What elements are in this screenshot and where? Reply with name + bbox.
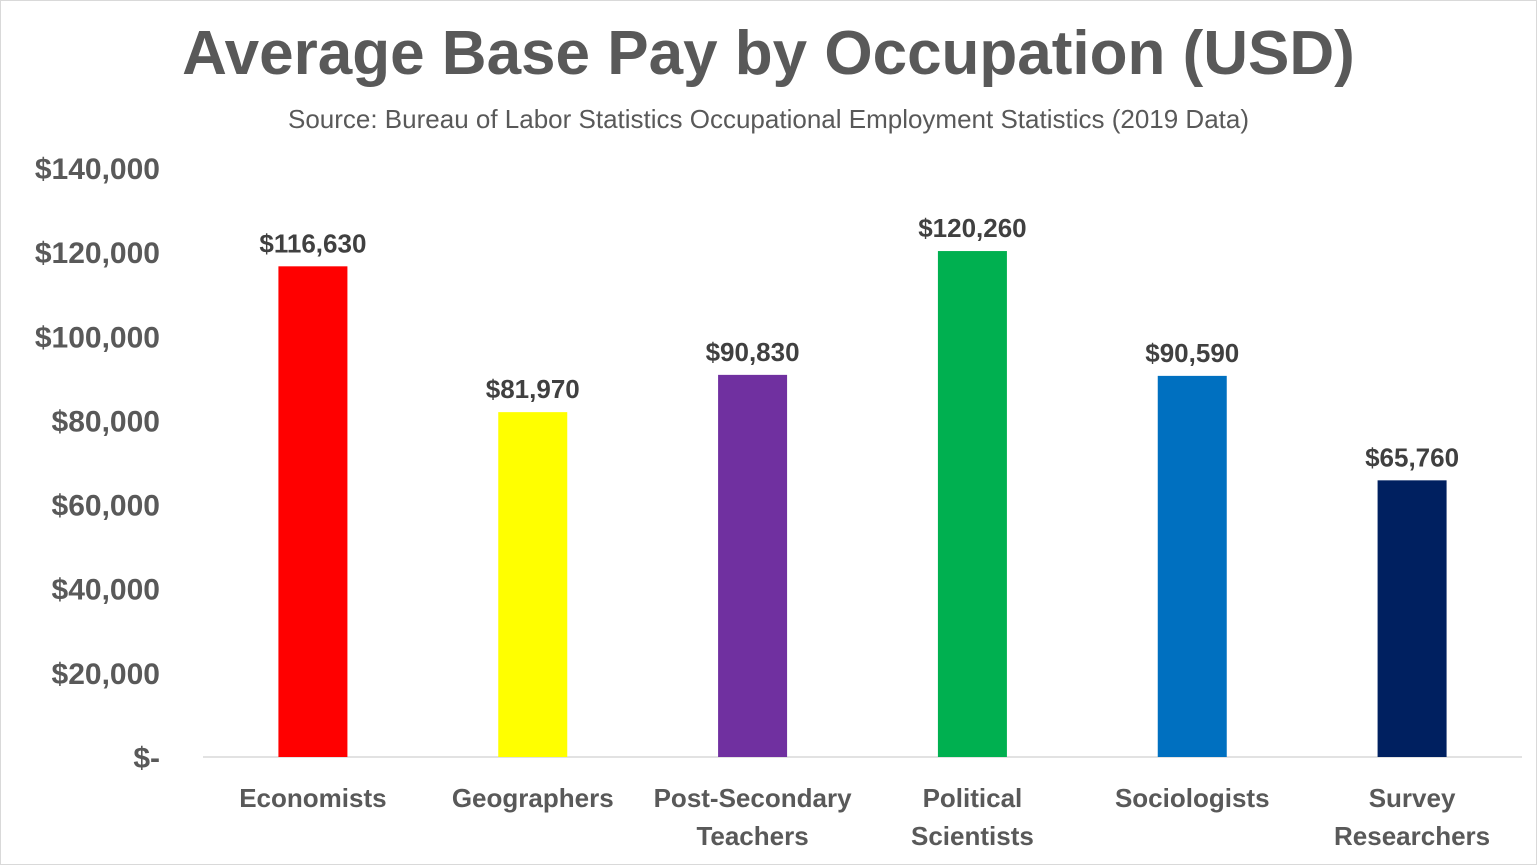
data-label: $81,970 — [486, 374, 580, 404]
bar — [278, 266, 348, 757]
y-tick-label: $40,000 — [52, 574, 160, 607]
data-label: $90,590 — [1145, 338, 1239, 368]
x-category-label: Post-Secondary — [654, 783, 852, 813]
bar — [718, 374, 788, 757]
data-label: $65,760 — [1365, 442, 1459, 472]
bars — [278, 251, 1447, 757]
x-category-label: Researchers — [1334, 821, 1490, 851]
data-label: $120,260 — [918, 213, 1026, 243]
y-tick-label: $- — [133, 742, 160, 775]
y-tick-label: $20,000 — [52, 658, 160, 691]
x-category-label: Scientists — [911, 821, 1034, 851]
bar — [1377, 480, 1447, 757]
x-category-label: Geographers — [452, 783, 614, 813]
x-category-label: Political — [923, 783, 1023, 813]
data-label: $90,830 — [706, 337, 800, 367]
x-category-label: Sociologists — [1115, 783, 1270, 813]
chart-title: Average Base Pay by Occupation (USD) — [182, 19, 1355, 88]
x-category-label: Survey — [1369, 783, 1456, 813]
y-tick-label: $100,000 — [35, 321, 160, 354]
data-label: $116,630 — [259, 228, 366, 258]
chart-subtitle: Source: Bureau of Labor Statistics Occup… — [287, 104, 1250, 134]
bar — [1157, 375, 1227, 757]
x-category-label: Economists — [239, 783, 386, 813]
y-tick-label: $140,000 — [35, 153, 160, 186]
x-category-label: Teachers — [696, 821, 808, 851]
y-axis-ticks: $- $20,000 $40,000 $60,000 $80,000 $100,000 $1… — [35, 153, 160, 775]
y-tick-label: $80,000 — [52, 405, 160, 438]
y-tick-label: $120,000 — [35, 237, 160, 270]
bar — [937, 251, 1007, 757]
bar — [498, 412, 568, 757]
x-axis-category-labels: Economists Geographers Post-Secondary Teach… — [239, 783, 1490, 851]
data-labels: $116,630 $81,970 $90,830 $120,260 $90,590 $65… — [259, 213, 1459, 472]
y-tick-label: $60,000 — [52, 490, 160, 523]
